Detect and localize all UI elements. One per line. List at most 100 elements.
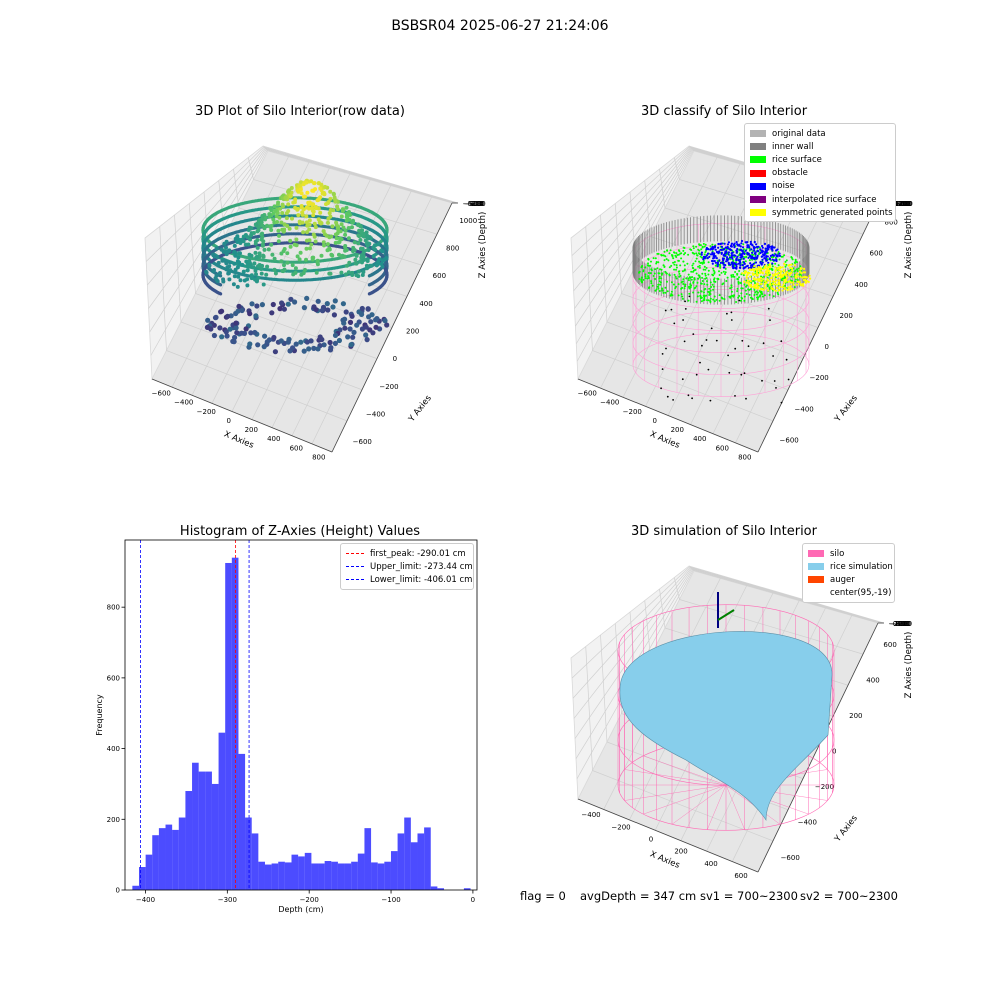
histogram-bar xyxy=(318,863,325,890)
x-tick-label: −400 xyxy=(174,399,193,407)
grid-line xyxy=(195,293,378,359)
plot4-legend: silo rice simulation auger center(95,-19) xyxy=(802,543,895,603)
z-axis-label: Z Axies (Depth) xyxy=(904,632,914,699)
histogram-bar xyxy=(351,861,358,890)
x-tick-label: 200 xyxy=(245,426,258,434)
legend-label: Upper_limit: -273.44 cm xyxy=(370,561,473,572)
histogram-bar xyxy=(424,827,431,890)
legend-line-sample xyxy=(346,553,364,555)
histogram-bar xyxy=(165,824,173,890)
x-axis-label: Depth (cm) xyxy=(278,905,323,914)
legend-swatch xyxy=(808,550,824,558)
y-tick-label: −200 xyxy=(379,383,398,391)
legend-entry: first_peak: -290.01 cm xyxy=(346,547,468,560)
y-tick-label: −200 xyxy=(815,783,834,791)
legend-label: auger xyxy=(830,574,855,585)
histogram-bar xyxy=(291,854,299,890)
histogram-bar xyxy=(198,771,206,890)
legend-entry: center(95,-19) xyxy=(808,587,892,600)
histogram-bar xyxy=(251,833,259,890)
histogram-bar xyxy=(417,833,425,890)
axis-line xyxy=(331,202,453,453)
histogram-bar xyxy=(357,853,365,890)
x-tick-label: −300 xyxy=(218,896,237,904)
legend-label: center(95,-19) xyxy=(830,588,892,599)
x-tick-label: 600 xyxy=(290,444,303,452)
axis-line xyxy=(151,378,333,453)
legend-label: Lower_limit: -406.01 cm xyxy=(370,574,473,585)
histogram-bar xyxy=(238,753,246,890)
legend-line-sample xyxy=(346,566,364,568)
histogram-bar xyxy=(364,828,372,890)
x-tick-label: 200 xyxy=(674,848,687,856)
legend-swatch xyxy=(808,590,824,597)
x-tick-label: 0 xyxy=(471,896,475,904)
x-tick-label: 0 xyxy=(227,417,231,425)
legend-entry: Lower_limit: -406.01 cm xyxy=(346,573,472,586)
x-tick-label: −400 xyxy=(136,896,155,904)
x-tick-label: 0 xyxy=(649,835,653,843)
histogram-bar xyxy=(271,863,279,890)
plot3-legend: first_peak: -290.01 cm Upper_limit: -273.… xyxy=(340,543,474,590)
histogram-bar xyxy=(158,828,166,890)
y-tick-label: 800 xyxy=(446,245,459,253)
x-tick-label: −200 xyxy=(300,896,319,904)
histogram-bar xyxy=(430,886,438,890)
legend-entry: rice simulation xyxy=(808,560,893,573)
histogram-bar xyxy=(311,863,319,890)
z-tick-label: −100 xyxy=(467,200,486,208)
figure-title: BSBSR04 2025-06-27 21:24:06 xyxy=(391,18,609,34)
grid-line xyxy=(147,147,265,286)
histogram-bar xyxy=(324,861,332,890)
histogram-bar xyxy=(145,854,153,890)
legend-entry: auger xyxy=(808,573,889,586)
footer-flag: flag = 0 xyxy=(520,889,566,903)
y-tick-label: 0 xyxy=(393,355,397,363)
plot1-3d-scatter: −600−400−2000200400600800−600−400−200020… xyxy=(144,145,488,461)
y-tick-label: 1000 xyxy=(459,217,477,225)
y-tick-label: 600 xyxy=(433,272,446,280)
data-point xyxy=(367,292,371,296)
z-tick-label: 0 xyxy=(468,200,472,208)
y-tick-label: 200 xyxy=(107,816,120,824)
y-tick-label: −600 xyxy=(781,854,800,862)
histogram-bar xyxy=(284,862,292,890)
grid-line xyxy=(180,321,363,391)
histogram-bar xyxy=(172,829,179,890)
histogram-bar xyxy=(205,771,212,890)
histogram-bar xyxy=(138,867,146,890)
y-axis-label: Y Axies xyxy=(832,813,860,845)
histogram-bar xyxy=(178,817,186,890)
histogram-bar xyxy=(185,791,193,890)
histogram-bar xyxy=(304,852,312,890)
legend-entry: Upper_limit: -273.44 cm xyxy=(346,560,473,573)
histogram-bar xyxy=(278,861,285,890)
legend-label: silo xyxy=(830,548,845,559)
y-tick-label: 800 xyxy=(107,604,120,612)
z-tick-label: −300 xyxy=(465,200,484,208)
legend-label: first_peak: -290.01 cm xyxy=(370,548,466,559)
x-tick-label: −600 xyxy=(152,390,171,398)
histogram-bar xyxy=(331,861,338,890)
x-tick-label: 800 xyxy=(312,453,325,461)
legend-swatch xyxy=(808,576,824,584)
histogram-bar xyxy=(344,863,352,890)
x-tick-label: −200 xyxy=(611,823,630,831)
y-tick-label: 400 xyxy=(107,745,120,753)
footer-avg-depth: avgDepth = 347 cm xyxy=(580,889,697,903)
y-tick-label: 200 xyxy=(849,712,862,720)
footer-sv2: sv2 = 700~2300 xyxy=(800,889,898,903)
histogram-bar xyxy=(410,842,418,890)
histogram-bar xyxy=(390,851,398,890)
histogram-bar xyxy=(211,783,219,890)
x-tick-label: −100 xyxy=(381,896,400,904)
x-tick-label: 600 xyxy=(734,872,747,880)
x-tick-label: −400 xyxy=(581,811,600,819)
plot4-title: 3D simulation of Silo Interior xyxy=(631,524,817,539)
histogram-bar xyxy=(377,863,385,890)
histogram-bar xyxy=(192,762,199,890)
histogram-bar xyxy=(264,864,272,890)
z-tick-label: −400 xyxy=(464,200,483,208)
y-tick-label: 200 xyxy=(406,328,419,336)
legend-label: rice simulation xyxy=(830,561,893,572)
